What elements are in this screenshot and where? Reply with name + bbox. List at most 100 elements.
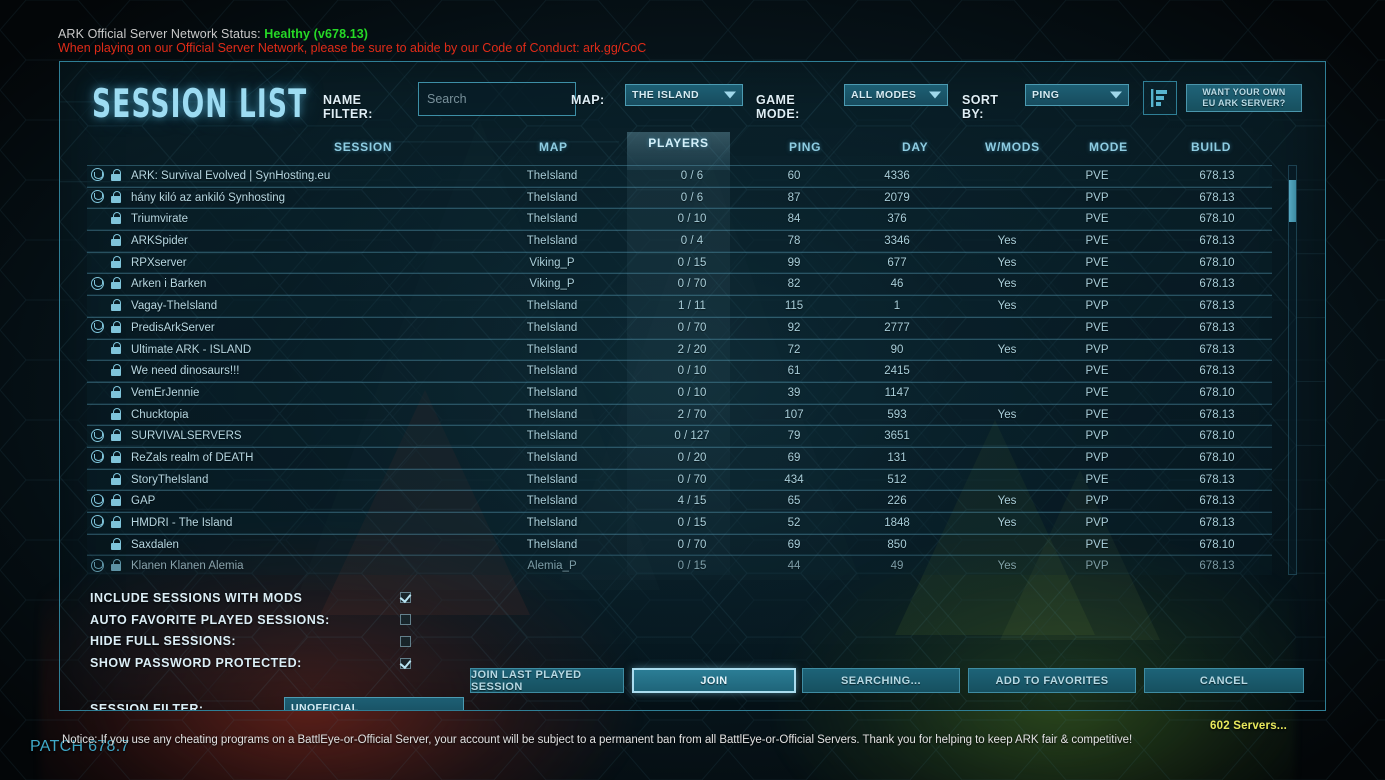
row-status-icons — [89, 340, 129, 362]
option-checkbox-2[interactable] — [400, 635, 411, 647]
session-build: 678.10 — [1199, 451, 1235, 464]
sort-by-dropdown[interactable]: PING — [1025, 84, 1129, 106]
session-list-scrollbar-track[interactable] — [1288, 165, 1297, 575]
session-wmods — [967, 383, 1047, 405]
row-status-icons — [89, 209, 129, 231]
column-header-map[interactable]: MAP — [539, 140, 568, 154]
session-day: 1 — [893, 300, 901, 313]
session-filter-label: SESSION FILTER: — [90, 702, 204, 711]
table-row[interactable]: Arken i Barken Viking_P 0 / 70 82 46 Yes PVE 67… — [87, 273, 1272, 296]
session-map: TheIsland — [526, 495, 578, 508]
searching-button[interactable]: SEARCHING... — [802, 668, 960, 693]
session-ping: 69 — [787, 451, 801, 464]
option-row: SHOW PASSWORD PROTECTED: — [90, 652, 411, 674]
session-name: SURVIVALSERVERS — [131, 430, 242, 443]
session-players: 0 / 6 — [680, 170, 704, 182]
column-header-build[interactable]: BUILD — [1191, 140, 1232, 154]
table-row[interactable]: Saxdalen TheIsland 0 / 70 69 850 PVE 678.10 — [87, 533, 1272, 556]
session-ping: 69 — [787, 538, 801, 551]
session-wmods — [967, 166, 1047, 188]
session-filter-group: SESSION FILTER: UNOFFICIAL — [90, 694, 464, 711]
table-row[interactable]: GAP TheIsland 4 / 15 65 226 Yes PVP 678.13 — [87, 490, 1272, 512]
table-row[interactable]: ARK: Survival Evolved | SynHosting.eu The… — [87, 165, 1272, 187]
session-mode: PVP — [1085, 495, 1109, 508]
search-input[interactable] — [418, 82, 576, 116]
add-to-favorites-button[interactable]: ADD TO FAVORITES — [968, 668, 1136, 693]
table-row[interactable]: Ultimate ARK - ISLAND TheIsland 2 / 20 72 90… — [87, 338, 1272, 362]
table-row[interactable]: We need dinosaurs!!! TheIsland 0 / 10 61 241… — [87, 360, 1272, 382]
lock-icon — [111, 168, 121, 181]
session-build: 678.13 — [1199, 343, 1235, 356]
session-ping: 72 — [787, 343, 801, 356]
table-row[interactable]: Chucktopia TheIsland 2 / 70 107 593 Yes PVE 678… — [87, 403, 1272, 427]
server-count: 602 Servers... — [1210, 720, 1287, 732]
battleye-shield-icon — [91, 558, 104, 572]
column-header-session[interactable]: SESSION — [334, 140, 393, 154]
column-header-day[interactable]: DAY — [902, 140, 929, 154]
map-label: MAP: — [571, 93, 605, 107]
option-row: HIDE FULL SESSIONS: — [90, 631, 411, 653]
session-players: 0 / 10 — [677, 365, 707, 378]
session-name: GAP — [131, 495, 156, 508]
session-players: 0 / 10 — [677, 213, 707, 226]
table-row[interactable]: StoryTheIsland TheIsland 0 / 70 434 512 PVE 67… — [87, 468, 1272, 492]
table-row[interactable]: ReZals realm of DEATH TheIsland 0 / 20 69 13… — [87, 446, 1272, 469]
table-row[interactable]: RPXserver Viking_P 0 / 15 99 677 Yes PVE 678.10 — [87, 251, 1272, 274]
session-day: 376 — [887, 213, 907, 226]
session-build: 678.13 — [1199, 235, 1235, 248]
session-build: 678.13 — [1199, 278, 1235, 291]
session-list-scrollbar-thumb[interactable] — [1289, 180, 1296, 222]
row-status-icons — [89, 361, 129, 383]
session-ping: 44 — [787, 560, 801, 573]
game-mode-dropdown[interactable]: ALL MODES — [844, 84, 948, 106]
join-last-played-session-button[interactable]: JOIN LAST PLAYED SESSION — [470, 668, 624, 693]
session-build: 678.13 — [1199, 408, 1235, 421]
session-map: TheIsland — [526, 386, 578, 399]
table-row[interactable]: VemErJennie TheIsland 0 / 10 39 1147 PVE 678.1… — [87, 381, 1272, 405]
cancel-button[interactable]: CANCEL — [1144, 668, 1304, 693]
row-status-icons — [89, 405, 129, 427]
map-dropdown[interactable]: THE ISLAND — [625, 84, 743, 106]
session-ping: 84 — [787, 213, 801, 226]
session-ping: 82 — [787, 278, 801, 291]
option-checkbox-3[interactable] — [400, 657, 411, 669]
session-wmods: Yes — [997, 235, 1017, 248]
table-row[interactable]: Vagay-TheIsland TheIsland 1 / 11 115 1 Yes PVP… — [87, 295, 1272, 317]
ping-graph-button[interactable] — [1143, 81, 1177, 115]
table-row[interactable]: Triumvirate TheIsland 0 / 10 84 376 PVE 678.10 — [87, 208, 1272, 231]
lock-icon — [111, 277, 121, 290]
option-checkbox-0[interactable] — [400, 592, 411, 604]
session-players: 0 / 15 — [677, 517, 707, 529]
battleye-shield-icon — [91, 515, 104, 529]
session-filter-dropdown[interactable]: UNOFFICIAL — [284, 697, 464, 710]
table-row[interactable]: hány kiló az ankiló Synhosting TheIsland 0… — [87, 186, 1272, 210]
session-wmods — [967, 188, 1047, 210]
column-header-wmods[interactable]: W/MODS — [985, 140, 1040, 154]
option-row: AUTO FAVORITE PLAYED SESSIONS: — [90, 609, 411, 631]
column-header-players[interactable]: PLAYERS — [627, 132, 730, 170]
session-players: 4 / 15 — [677, 495, 707, 508]
table-row[interactable]: HMDRI - The Island TheIsland 0 / 15 52 1848 Y… — [87, 512, 1272, 534]
table-row[interactable]: SURVIVALSERVERS TheIsland 0 / 127 79 3651 PVP… — [87, 425, 1272, 447]
session-players: 0 / 70 — [677, 321, 707, 334]
table-row[interactable]: ARKSpider TheIsland 0 / 4 78 3346 Yes PVE 678.1… — [87, 230, 1272, 252]
session-wmods — [967, 470, 1047, 492]
ad-server-button[interactable]: WANT YOUR OWN EU ARK SERVER? — [1186, 84, 1302, 112]
name-filter-label: NAME FILTER: — [323, 93, 373, 121]
table-row[interactable]: Klanen Klanen Alemia Alemia_P 0 / 15 44 49 Ye… — [87, 555, 1272, 575]
session-mode: PVP — [1085, 560, 1109, 573]
session-mode: PVP — [1085, 343, 1109, 356]
session-map: TheIsland — [526, 451, 578, 464]
ad-line-2: EU ARK SERVER? — [1202, 98, 1286, 108]
session-wmods — [967, 209, 1047, 231]
table-row[interactable]: PredisArkServer TheIsland 0 / 70 92 2777 PVE 6… — [87, 316, 1272, 339]
join-button[interactable]: JOIN — [632, 668, 796, 693]
row-status-icons — [89, 470, 129, 492]
option-checkbox-1[interactable] — [400, 614, 411, 626]
session-wmods: Yes — [997, 278, 1017, 291]
patch-version: PATCH 678.7 — [30, 738, 130, 755]
session-day: 3651 — [884, 430, 910, 443]
column-header-mode[interactable]: MODE — [1089, 140, 1128, 154]
game-mode-label: GAME MODE: — [756, 93, 800, 121]
column-header-ping[interactable]: PING — [789, 140, 822, 154]
